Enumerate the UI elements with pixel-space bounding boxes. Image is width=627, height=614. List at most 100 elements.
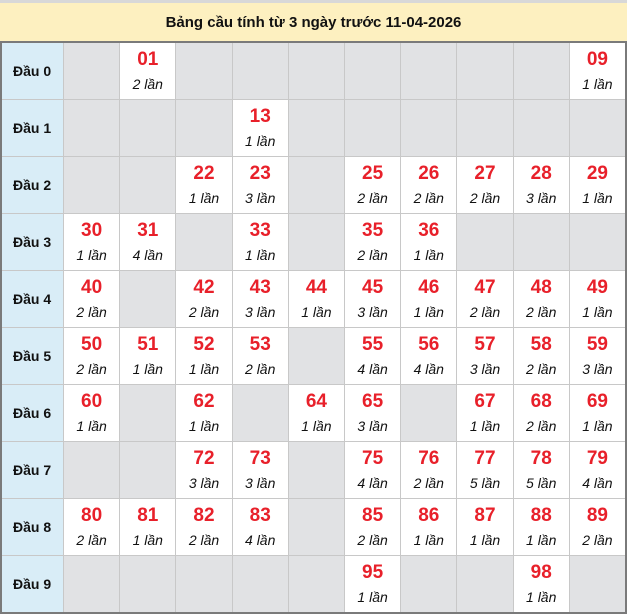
empty-cell xyxy=(513,214,569,270)
cell-count: 1 lần xyxy=(582,75,613,92)
number-cell: 64 1 lần xyxy=(288,385,344,441)
number-cell: 69 1 lần xyxy=(569,385,625,441)
number-cell: 57 3 lần xyxy=(457,328,513,384)
cell-count: 4 lần xyxy=(132,246,163,263)
number-cell: 43 3 lần xyxy=(232,271,288,327)
empty-cell xyxy=(288,157,344,213)
empty-cell xyxy=(345,100,401,156)
number-cell: 59 3 lần xyxy=(569,328,625,384)
cell-count: 2 lần xyxy=(526,417,557,434)
cell-count: 3 lần xyxy=(582,360,613,377)
number-cell: 31 4 lần xyxy=(120,214,176,270)
cell-count: 1 lần xyxy=(469,531,501,548)
cell-number: 29 xyxy=(586,162,608,184)
cell-count: 3 lần xyxy=(469,360,501,377)
empty-cell xyxy=(513,43,569,99)
row-label: Đầu 6 xyxy=(2,385,63,441)
cell-number: 36 xyxy=(418,219,440,241)
number-cell: 82 2 lần xyxy=(176,499,232,555)
empty-cell xyxy=(457,100,513,156)
empty-cell xyxy=(120,556,176,612)
cell-number: 78 xyxy=(530,447,552,469)
number-cell: 42 2 lần xyxy=(176,271,232,327)
cell-number: 80 xyxy=(81,504,103,526)
cell-number: 22 xyxy=(193,162,215,184)
number-cell: 28 3 lần xyxy=(513,157,569,213)
row-label: Đầu 1 xyxy=(2,100,63,156)
number-cell: 30 1 lần xyxy=(64,214,120,270)
frequency-grid: Đầu 0 01 2 lần 09 1 lần Đầu 1 13 1 lần Đầu 2 22 1 … xyxy=(0,41,627,614)
number-cell: 44 1 lần xyxy=(288,271,344,327)
cell-count: 5 lần xyxy=(469,474,501,491)
empty-cell xyxy=(457,556,513,612)
empty-cell xyxy=(288,328,344,384)
empty-cell xyxy=(401,556,457,612)
empty-cell xyxy=(64,43,120,99)
number-cell: 51 1 lần xyxy=(120,328,176,384)
empty-cell xyxy=(176,556,232,612)
cell-count: 2 lần xyxy=(188,303,220,320)
cell-count: 2 lần xyxy=(469,303,501,320)
number-cell: 86 1 lần xyxy=(401,499,457,555)
cell-count: 1 lần xyxy=(357,588,388,605)
number-cell: 77 5 lần xyxy=(457,442,513,498)
cell-number: 51 xyxy=(137,333,159,355)
number-cell: 75 4 lần xyxy=(345,442,401,498)
empty-cell xyxy=(457,43,513,99)
cell-number: 26 xyxy=(418,162,440,184)
number-cell: 22 1 lần xyxy=(176,157,232,213)
number-cell: 85 2 lần xyxy=(345,499,401,555)
empty-cell xyxy=(401,385,457,441)
cell-count: 2 lần xyxy=(582,531,613,548)
cell-count: 2 lần xyxy=(76,531,107,548)
row-label: Đầu 4 xyxy=(2,271,63,327)
cell-number: 79 xyxy=(586,447,608,469)
row-label: Đầu 9 xyxy=(2,556,63,612)
cell-number: 73 xyxy=(249,447,271,469)
number-cell: 72 3 lần xyxy=(176,442,232,498)
empty-cell xyxy=(120,385,176,441)
empty-cell xyxy=(120,100,176,156)
cell-number: 25 xyxy=(362,162,384,184)
cell-count: 3 lần xyxy=(245,474,276,491)
cell-count: 3 lần xyxy=(526,189,557,206)
cell-number: 75 xyxy=(362,447,384,469)
number-cell: 53 2 lần xyxy=(232,328,288,384)
cell-count: 1 lần xyxy=(132,360,163,377)
number-cell: 58 2 lần xyxy=(513,328,569,384)
cell-number: 47 xyxy=(474,276,496,298)
cell-count: 1 lần xyxy=(188,360,220,377)
empty-cell xyxy=(288,100,344,156)
empty-cell xyxy=(569,214,625,270)
number-cell: 98 1 lần xyxy=(513,556,569,612)
number-cell: 13 1 lần xyxy=(232,100,288,156)
cell-number: 67 xyxy=(474,390,496,412)
cell-number: 60 xyxy=(81,390,103,412)
cell-number: 98 xyxy=(530,561,552,583)
cell-number: 45 xyxy=(362,276,384,298)
number-cell: 68 2 lần xyxy=(513,385,569,441)
cell-count: 1 lần xyxy=(188,417,220,434)
cell-number: 59 xyxy=(586,333,608,355)
empty-cell xyxy=(288,43,344,99)
cell-number: 69 xyxy=(586,390,608,412)
number-cell: 80 2 lần xyxy=(64,499,120,555)
number-cell: 23 3 lần xyxy=(232,157,288,213)
cell-count: 2 lần xyxy=(76,303,107,320)
number-cell: 55 4 lần xyxy=(345,328,401,384)
cell-number: 52 xyxy=(193,333,215,355)
cell-number: 76 xyxy=(418,447,440,469)
cell-count: 3 lần xyxy=(245,303,276,320)
cell-count: 1 lần xyxy=(301,417,332,434)
cell-count: 2 lần xyxy=(413,189,444,206)
empty-cell xyxy=(401,100,457,156)
cell-count: 1 lần xyxy=(245,246,276,263)
empty-cell xyxy=(64,442,120,498)
empty-cell xyxy=(232,43,288,99)
cell-count: 2 lần xyxy=(245,360,276,377)
cell-count: 2 lần xyxy=(413,474,444,491)
number-cell: 50 2 lần xyxy=(64,328,120,384)
number-cell: 56 4 lần xyxy=(401,328,457,384)
empty-cell xyxy=(345,43,401,99)
cell-number: 53 xyxy=(249,333,271,355)
